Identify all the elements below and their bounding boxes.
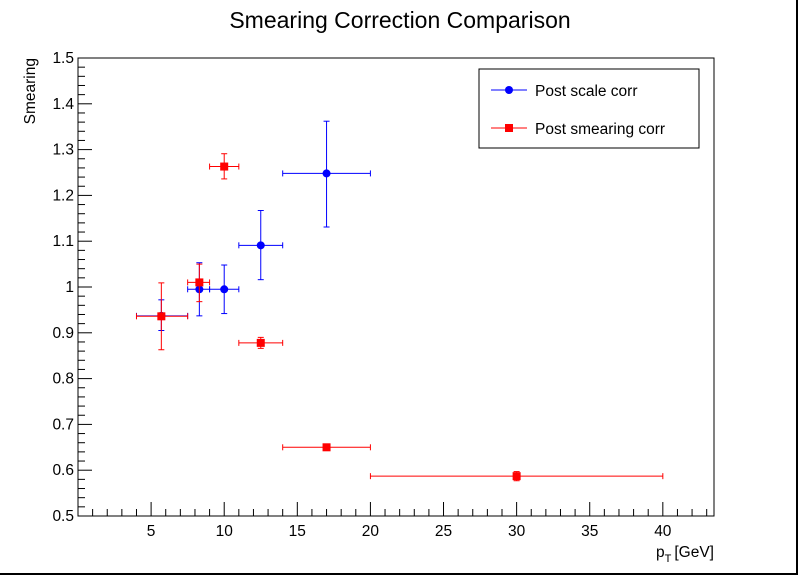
data-point <box>282 443 371 452</box>
square-marker <box>220 162 229 171</box>
x-tick-label: 40 <box>654 523 672 540</box>
y-tick-label: 0.6 <box>52 462 74 479</box>
y-tick-label: 0.9 <box>52 325 74 342</box>
data-point <box>238 336 284 349</box>
x-tick-label: 15 <box>289 523 306 540</box>
y-tick-label: 1 <box>65 279 74 296</box>
data-point <box>282 120 371 228</box>
x-tick-label: 20 <box>362 523 380 540</box>
series-post-smearing-corr <box>135 153 664 482</box>
series-post-scale-corr <box>135 120 371 332</box>
legend-square-marker <box>505 124 513 132</box>
data-point <box>187 262 211 317</box>
legend-box <box>478 68 700 149</box>
y-tick-labels: 0.5 0.6 0.7 0.8 0.9 1 1.1 1.2 1.3 1.4 1.5 <box>52 50 74 525</box>
y-axis-label: Smearing <box>22 58 39 124</box>
y-tick-label: 1.3 <box>52 142 74 159</box>
x-tick-labels: 5 10 15 20 25 30 35 40 <box>147 523 672 540</box>
legend-entries: Post scale corr Post smearing corr <box>491 83 665 138</box>
legend-label: Post smearing corr <box>535 121 665 138</box>
data-series <box>135 120 664 482</box>
square-marker <box>256 338 265 347</box>
data-point <box>187 263 211 303</box>
x-axis-label-subscript: T <box>665 553 672 565</box>
data-point <box>135 282 189 351</box>
x-tick-label: 10 <box>216 523 234 540</box>
circle-marker <box>256 241 265 250</box>
circle-marker <box>322 169 331 178</box>
y-tick-label: 1.5 <box>52 50 74 67</box>
square-marker <box>195 278 204 287</box>
y-tick-label: 1.1 <box>52 233 74 250</box>
x-axis-label-unit: [GeV] <box>674 544 714 561</box>
data-point <box>369 471 664 482</box>
y-tick-label: 1.2 <box>52 187 74 204</box>
square-marker <box>157 312 166 321</box>
data-point <box>209 153 240 180</box>
square-marker <box>322 443 331 452</box>
y-tick-label: 1.4 <box>52 96 74 113</box>
legend-entry: Post smearing corr <box>491 121 665 138</box>
x-tick-label: 25 <box>435 523 452 540</box>
y-tick-label: 0.8 <box>52 371 74 388</box>
y-tick-label: 0.5 <box>52 508 74 525</box>
x-axis-label: pT [GeV] <box>656 544 714 565</box>
data-point <box>209 264 240 315</box>
x-tick-label: 30 <box>508 523 526 540</box>
legend-entry: Post scale corr <box>491 83 638 100</box>
square-marker <box>512 472 521 481</box>
circle-marker <box>220 285 229 294</box>
chart-title: Smearing Correction Comparison <box>229 7 570 33</box>
y-tick-label: 0.7 <box>52 416 74 433</box>
legend-label: Post scale corr <box>535 83 638 100</box>
x-tick-label: 5 <box>147 523 156 540</box>
x-axis-label-main: p <box>656 544 665 561</box>
legend-circle-marker <box>505 86 513 94</box>
data-point <box>238 210 284 281</box>
legend: Post scale corr Post smearing corr <box>478 68 700 149</box>
x-tick-label: 35 <box>581 523 598 540</box>
axis-ticks <box>78 57 708 517</box>
